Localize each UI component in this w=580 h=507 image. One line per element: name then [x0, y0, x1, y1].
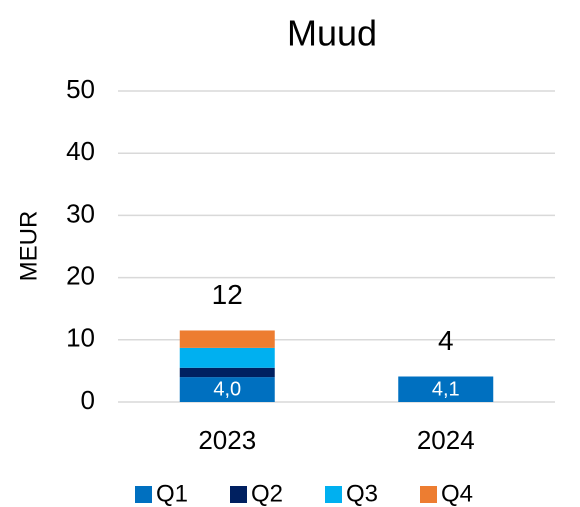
y-tick-label: 50 — [66, 74, 95, 104]
legend-label: Q4 — [441, 480, 473, 507]
legend-label: Q1 — [156, 480, 188, 507]
legend-swatch — [230, 486, 247, 503]
legend-swatch — [325, 486, 342, 503]
y-axis-label: MEUR — [15, 211, 42, 282]
value-label: 4,1 — [432, 378, 460, 400]
legend-label: Q3 — [346, 480, 378, 507]
bar-segment — [179, 367, 275, 378]
legend-label: Q2 — [251, 480, 283, 507]
y-tick-label: 10 — [66, 323, 95, 353]
y-tick-label: 40 — [66, 136, 95, 166]
total-label: 12 — [212, 279, 243, 310]
total-label: 4 — [438, 325, 454, 356]
chart-title: Muud — [287, 13, 377, 54]
bar-segment — [179, 330, 275, 348]
bar-segment — [398, 376, 494, 402]
bar-segment — [179, 377, 275, 402]
x-tick-label: 2024 — [417, 425, 475, 455]
bar-segment — [179, 347, 275, 368]
y-tick-label: 30 — [66, 198, 95, 228]
legend-swatch — [135, 486, 152, 503]
value-label: 4,0 — [213, 378, 241, 400]
y-tick-label: 20 — [66, 260, 95, 290]
legend-swatch — [420, 486, 437, 503]
x-tick-label: 2023 — [198, 425, 256, 455]
y-tick-label: 0 — [81, 385, 95, 415]
